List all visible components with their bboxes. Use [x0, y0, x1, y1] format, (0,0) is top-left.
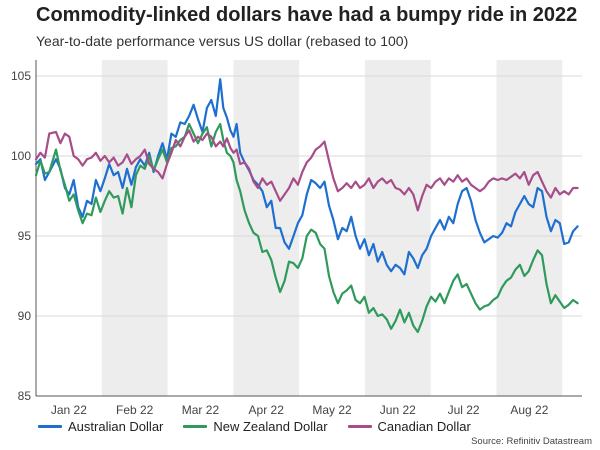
legend-swatch-australian-dollar: [38, 425, 62, 428]
shaded-band-month-1: [101, 60, 168, 396]
x-tick-label-1: Feb 22: [116, 403, 154, 417]
x-tick-label-7: Aug 22: [510, 403, 548, 417]
legend-item-new-zealand-dollar: New Zealand Dollar: [183, 419, 328, 434]
legend-label-australian-dollar: Australian Dollar: [68, 419, 164, 434]
series-line-new-zealand-dollar: [34, 122, 579, 334]
x-tick-label-5: Jun 22: [380, 403, 416, 417]
legend-swatch-canadian-dollar: [347, 425, 372, 428]
series-line-canadian-dollar: [34, 129, 579, 212]
legend-item-australian-dollar: Australian Dollar: [38, 419, 163, 434]
shaded-band-month-3: [233, 60, 300, 396]
chart-subtitle: Year-to-date performance versus US dolla…: [36, 33, 409, 49]
x-tick-label-0: Jan 22: [51, 403, 87, 417]
x-tick-label-3: Apr 22: [249, 403, 285, 417]
legend-item-canadian-dollar: Canadian Dollar: [347, 419, 471, 434]
x-tick-label-4: May 22: [312, 403, 352, 417]
y-tick-label-105: 105: [11, 69, 31, 83]
chart-title: Commodity-linked dollars have had a bump…: [36, 4, 578, 26]
source-note: Source: Refinitiv Datastream: [471, 436, 592, 447]
legend-label-new-zealand-dollar: New Zealand Dollar: [213, 419, 328, 434]
legend-swatch-new-zealand-dollar: [183, 425, 208, 428]
y-tick-label-95: 95: [18, 229, 32, 243]
x-tick-label-6: Jul 22: [448, 403, 480, 417]
chart-legend: Australian Dollar New Zealand Dollar Can…: [38, 419, 491, 434]
x-tick-label-2: Mar 22: [182, 403, 220, 417]
y-tick-label-100: 100: [11, 149, 31, 163]
series-line-australian-dollar: [34, 78, 579, 276]
shaded-band-month-5: [364, 60, 431, 396]
y-tick-label-85: 85: [18, 389, 32, 403]
legend-label-canadian-dollar: Canadian Dollar: [377, 419, 471, 434]
y-tick-label-90: 90: [18, 309, 32, 323]
